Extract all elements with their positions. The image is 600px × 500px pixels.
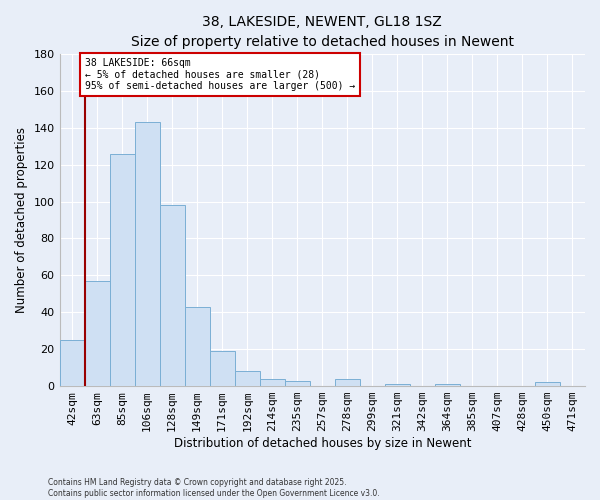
Bar: [535, 382, 560, 386]
Bar: [285, 380, 310, 386]
Bar: [260, 378, 285, 386]
Bar: [160, 205, 185, 386]
Bar: [235, 372, 260, 386]
Bar: [85, 281, 110, 386]
Bar: [335, 378, 360, 386]
Bar: [435, 384, 460, 386]
Text: 38 LAKESIDE: 66sqm
← 5% of detached houses are smaller (28)
95% of semi-detached: 38 LAKESIDE: 66sqm ← 5% of detached hous…: [85, 58, 355, 90]
Bar: [110, 154, 134, 386]
X-axis label: Distribution of detached houses by size in Newent: Distribution of detached houses by size …: [173, 437, 471, 450]
Bar: [59, 340, 85, 386]
Bar: [134, 122, 160, 386]
Title: 38, LAKESIDE, NEWENT, GL18 1SZ
Size of property relative to detached houses in N: 38, LAKESIDE, NEWENT, GL18 1SZ Size of p…: [131, 15, 514, 48]
Y-axis label: Number of detached properties: Number of detached properties: [15, 127, 28, 313]
Bar: [385, 384, 410, 386]
Bar: [209, 351, 235, 386]
Bar: [185, 306, 209, 386]
Text: Contains HM Land Registry data © Crown copyright and database right 2025.
Contai: Contains HM Land Registry data © Crown c…: [48, 478, 380, 498]
